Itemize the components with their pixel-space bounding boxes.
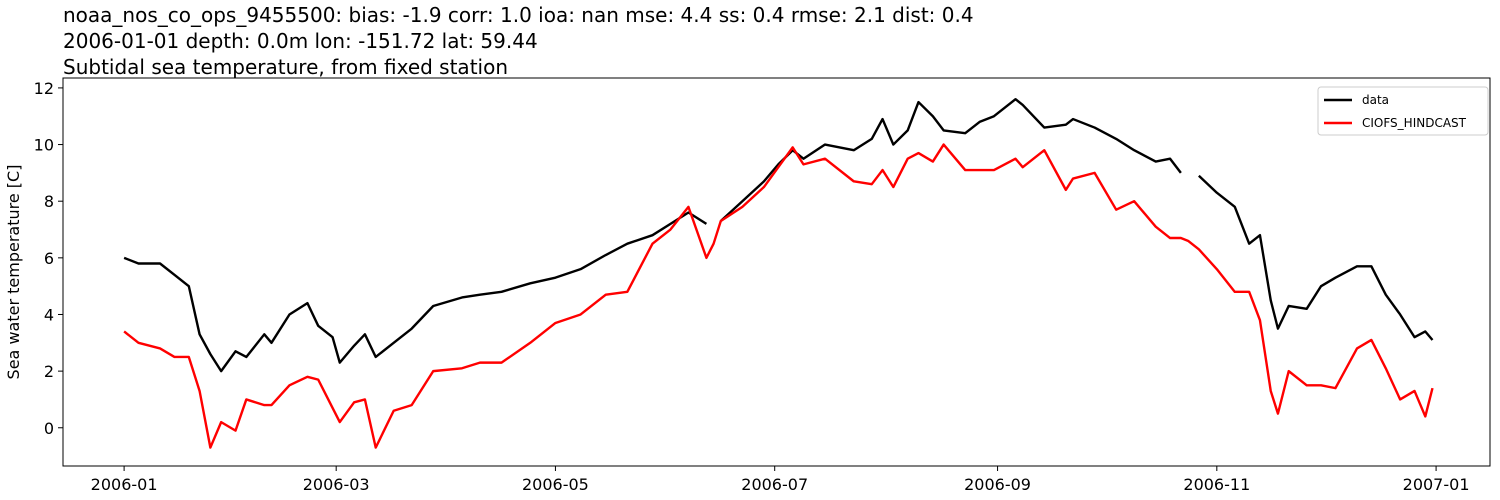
x-tick-label: 2006-09 (964, 475, 1031, 494)
x-tick-label: 2007-01 (1403, 475, 1470, 494)
x-tick-label: 2006-05 (522, 475, 589, 494)
x-tick-label: 2006-07 (741, 475, 808, 494)
legend-label: data (1362, 93, 1389, 107)
y-tick-label: 6 (44, 249, 54, 268)
x-tick-label: 2006-11 (1183, 475, 1250, 494)
legend-label: CIOFS_HINDCAST (1362, 116, 1467, 130)
x-tick-label: 2006-03 (303, 475, 370, 494)
chart-title: 2006-01-01 depth: 0.0m lon: -151.72 lat:… (63, 29, 538, 53)
y-axis-label: Sea water temperature [C] (4, 165, 23, 380)
chart-title: Subtidal sea temperature, from fixed sta… (63, 55, 508, 79)
y-tick-label: 12 (34, 79, 54, 98)
y-tick-label: 0 (44, 419, 54, 438)
y-tick-label: 4 (44, 305, 54, 324)
x-tick-label: 2006-01 (91, 475, 158, 494)
legend-box (1317, 86, 1489, 136)
chart-title: noaa_nos_co_ops_9455500: bias: -1.9 corr… (63, 3, 974, 27)
plot-frame (62, 77, 1491, 467)
y-tick-label: 2 (44, 362, 54, 381)
data-line (123, 143, 1434, 449)
data-line (123, 98, 1434, 373)
y-tick-label: 8 (44, 192, 54, 211)
y-tick-label: 10 (34, 136, 54, 155)
